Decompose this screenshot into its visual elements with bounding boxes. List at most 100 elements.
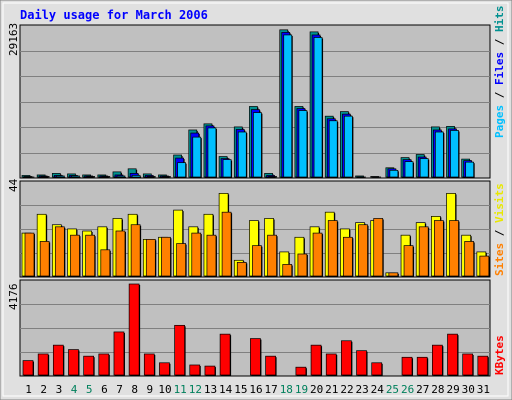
- kbytes-bar: [189, 364, 201, 376]
- pages-bar: [55, 175, 65, 178]
- files-bar-shadow: [25, 177, 33, 178]
- day-label: 12: [189, 383, 202, 396]
- sites-bar: [343, 236, 353, 277]
- day-label: 20: [310, 383, 323, 396]
- pages-bar: [435, 131, 444, 178]
- kbytes-bar: [113, 331, 125, 376]
- legend-files: Files: [493, 52, 506, 85]
- pages-bar-shadow: [163, 177, 172, 178]
- kbytes-bar: [22, 360, 34, 376]
- pages-bar: [298, 110, 308, 178]
- kbytes-bar: [356, 350, 367, 376]
- day-label: 1: [25, 383, 32, 396]
- visits-ymax-label: 44: [7, 178, 20, 192]
- sites-bar: [236, 262, 247, 277]
- sites-bar: [191, 232, 202, 277]
- sites-bar: [161, 236, 171, 277]
- pages-bar: [344, 115, 353, 178]
- sites-bar: [327, 220, 338, 277]
- sites-bar: [388, 272, 399, 277]
- pages-bar: [40, 176, 50, 178]
- sites-bar: [115, 230, 126, 277]
- kbytes-bar: [98, 353, 110, 376]
- kbytes-bar: [401, 356, 413, 376]
- pages-bar: [268, 176, 277, 178]
- legend-hits: Hits: [493, 6, 506, 33]
- kbytes-bar: [143, 353, 155, 376]
- pages-bar-shadow: [148, 177, 157, 178]
- day-label: 16: [249, 383, 262, 396]
- day-label: 21: [325, 383, 338, 396]
- sites-bar: [100, 249, 111, 277]
- sites-bar: [39, 241, 50, 277]
- kbytes-bar: [219, 333, 231, 376]
- day-label: 7: [116, 383, 123, 396]
- legend-sep-1: /: [493, 85, 506, 105]
- kbytes-bar: [204, 365, 216, 376]
- hits-bar-shadow: [356, 176, 365, 178]
- day-label: 23: [356, 383, 369, 396]
- pages-bar: [313, 37, 323, 178]
- day-labels: 1 2 3 4 5 6 7 8 9 10 11 12 13 14 15 16 17 18 19 20 21 22 23 24 2…: [25, 383, 490, 396]
- day-label: 9: [147, 383, 154, 396]
- hits-legend: Pages / Files / Hits: [493, 6, 506, 139]
- pages-bar-shadow: [117, 176, 126, 178]
- pages-bar: [146, 176, 156, 178]
- kbytes-bar: [371, 362, 383, 376]
- day-label: 26: [401, 383, 414, 396]
- kbytes-bar: [37, 353, 49, 376]
- sites-bar: [403, 245, 414, 277]
- kbytes-bar: [416, 356, 428, 376]
- sites-bar: [479, 255, 490, 277]
- pages-bar: [86, 176, 95, 178]
- day-label: 8: [131, 383, 138, 396]
- kbytes-bar: [159, 362, 170, 376]
- pages-bar-shadow: [87, 177, 96, 178]
- day-label: 11: [174, 383, 187, 396]
- pages-bar: [101, 176, 111, 178]
- day-label: 3: [56, 383, 63, 396]
- pages-bar: [131, 175, 141, 178]
- pages-bar-shadow: [57, 176, 66, 178]
- legend-sep-3: /: [493, 223, 506, 243]
- sites-bar: [145, 239, 156, 277]
- sites-bar: [206, 234, 217, 277]
- kbytes-bar: [432, 344, 443, 376]
- sites-bar: [297, 253, 308, 277]
- day-label: 14: [219, 383, 233, 396]
- day-label: 27: [416, 383, 429, 396]
- pages-bar: [404, 161, 414, 178]
- pages-bar: [162, 176, 171, 178]
- pages-bar: [465, 161, 475, 178]
- pages-bar: [450, 130, 459, 178]
- sites-bar: [434, 220, 444, 277]
- visits-sites-bars: [21, 193, 490, 277]
- kbytes-bar: [477, 355, 489, 376]
- sites-bar: [24, 232, 35, 277]
- hits-bar-shadow: [371, 177, 380, 178]
- pages-bar-shadow: [42, 177, 51, 178]
- day-label: 10: [158, 383, 171, 396]
- sites-bar: [70, 234, 80, 277]
- kbytes-bar: [250, 338, 261, 376]
- kbytes-bar: [295, 366, 307, 376]
- day-label: 4: [71, 383, 78, 396]
- kbytes-bar: [447, 333, 458, 376]
- legend-pages: Pages: [493, 105, 506, 138]
- kbytes-bar: [310, 344, 322, 376]
- kbytes-bar: [68, 349, 79, 376]
- kbytes-bar: [174, 324, 185, 376]
- hits-files-pages-bars: [21, 29, 475, 179]
- day-label: 22: [340, 383, 353, 396]
- legend-visits: Visits: [493, 183, 506, 223]
- sites-bar: [358, 224, 368, 277]
- sites-bar: [252, 245, 262, 277]
- pages-bar: [419, 158, 429, 178]
- day-label: 6: [101, 383, 108, 396]
- chart-title: Daily usage for March 2006: [20, 8, 208, 22]
- day-label: 17: [265, 383, 278, 396]
- kbytes-bar: [128, 283, 140, 376]
- kbytes-ymax-label: 4176: [7, 284, 20, 311]
- sites-bar: [176, 243, 186, 277]
- sites-bar: [418, 226, 429, 277]
